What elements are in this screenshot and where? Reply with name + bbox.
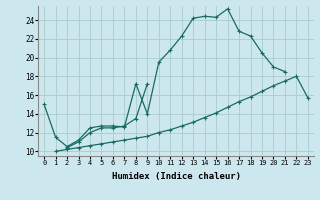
X-axis label: Humidex (Indice chaleur): Humidex (Indice chaleur) [111, 172, 241, 181]
